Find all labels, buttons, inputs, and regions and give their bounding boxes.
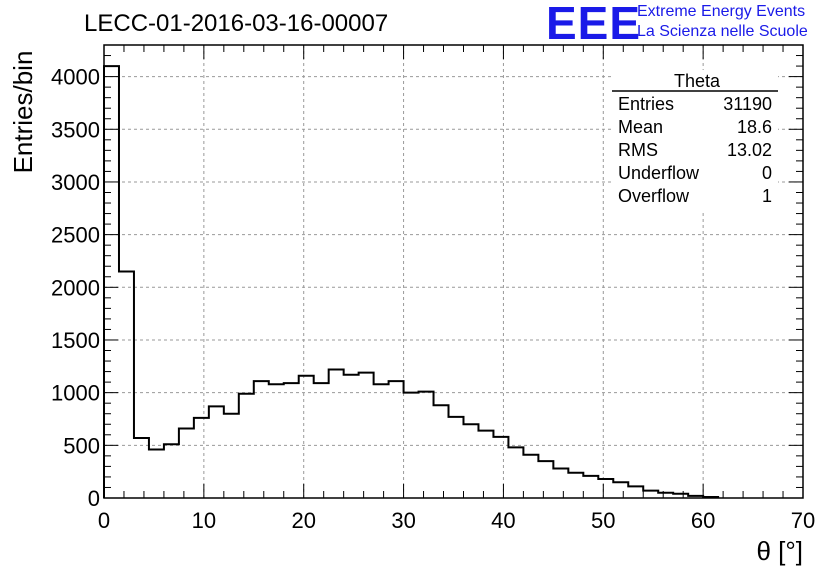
y-axis-ticks: 0 500 1000 1500 2000 2500 3000 3500 4000	[51, 44, 803, 511]
histogram-bin	[523, 455, 538, 498]
y-tick-label: 2500	[51, 223, 100, 248]
x-axis-label: θ [°]	[756, 536, 803, 566]
plot-frame	[103, 44, 804, 499]
histogram-bin	[493, 437, 508, 498]
histogram-bin	[224, 414, 239, 498]
histogram-bin	[553, 469, 568, 498]
stats-row-label: Mean	[618, 117, 663, 137]
x-tick-label: 10	[192, 508, 216, 533]
stats-row-label: Underflow	[618, 163, 700, 183]
axes	[103, 44, 804, 499]
y-tick-label: 500	[63, 433, 100, 458]
stats-row-value: 13.02	[727, 140, 772, 160]
histogram-bin	[434, 405, 449, 498]
stats-row-label: RMS	[618, 140, 658, 160]
y-tick-label: 1500	[51, 328, 100, 353]
eee-logo: EEE	[546, 0, 642, 49]
histogram-bin	[134, 438, 149, 498]
y-tick-label: 0	[88, 486, 100, 511]
histogram-bin	[104, 66, 119, 498]
x-tick-label: 20	[291, 508, 315, 533]
histogram-bin	[538, 461, 553, 498]
histogram-bin	[149, 450, 164, 498]
histogram-bin	[239, 394, 254, 498]
stats-row-label: Entries	[618, 94, 674, 114]
histogram-bin	[419, 392, 434, 498]
histogram-line	[103, 65, 720, 499]
histogram-bin	[568, 473, 583, 498]
x-tick-label: 30	[391, 508, 415, 533]
histogram-bin	[613, 482, 628, 498]
histogram-bin	[194, 418, 209, 498]
histogram-bin	[209, 406, 224, 498]
histogram-bin	[583, 476, 598, 498]
y-tick-label: 1000	[51, 381, 100, 406]
histogram-bin	[284, 383, 299, 498]
x-tick-label: 60	[691, 508, 715, 533]
histogram-bin	[269, 384, 284, 498]
x-tick-label: 70	[791, 508, 815, 533]
histogram-bin	[299, 376, 314, 498]
histogram-bin	[344, 375, 359, 498]
histogram-bin	[628, 486, 643, 498]
histogram-bin	[329, 369, 344, 498]
chart-title: LECC-01-2016-03-16-00007	[84, 10, 389, 37]
stats-row-value: 31190	[723, 94, 772, 114]
logo-subtitle-2: La Scienza nelle Scuole	[637, 23, 808, 40]
y-tick-label: 3500	[51, 117, 100, 142]
histogram-outline	[103, 65, 720, 498]
logo-subtitle-1: Extreme Energy Events	[637, 3, 806, 20]
histogram-bin	[179, 428, 194, 498]
y-tick-label: 3000	[51, 170, 100, 195]
histogram-bin	[374, 384, 389, 498]
histogram-bin	[463, 424, 478, 498]
histogram-bin	[643, 491, 658, 498]
histogram-bin	[478, 431, 493, 498]
x-tick-label: 40	[491, 508, 515, 533]
y-axis-label: Entries/bin	[8, 51, 38, 174]
histogram-bin	[314, 383, 329, 498]
stats-row-label: Overflow	[618, 186, 690, 206]
histogram-bin	[598, 479, 613, 498]
x-tick-label: 50	[591, 508, 615, 533]
stats-row-value: 1	[762, 186, 772, 206]
histogram-bin	[449, 417, 464, 498]
y-tick-label: 2000	[51, 275, 100, 300]
stats-box-title: Theta	[674, 71, 721, 91]
x-tick-label: 0	[98, 508, 110, 533]
stats-box-background	[612, 70, 778, 210]
y-tick-label: 4000	[51, 65, 100, 90]
histogram-bin	[164, 444, 179, 498]
histogram-bin	[254, 381, 269, 498]
histogram-bin	[508, 447, 523, 498]
histogram-bin	[119, 272, 134, 499]
histogram-bin	[389, 381, 404, 498]
grid-lines	[104, 45, 803, 498]
x-axis-ticks: 0 10 20 30 40 50 60 70	[98, 45, 815, 533]
histogram-bin	[359, 373, 374, 498]
stats-row-value: 0	[762, 163, 772, 183]
stats-row-value: 18.6	[737, 117, 772, 137]
